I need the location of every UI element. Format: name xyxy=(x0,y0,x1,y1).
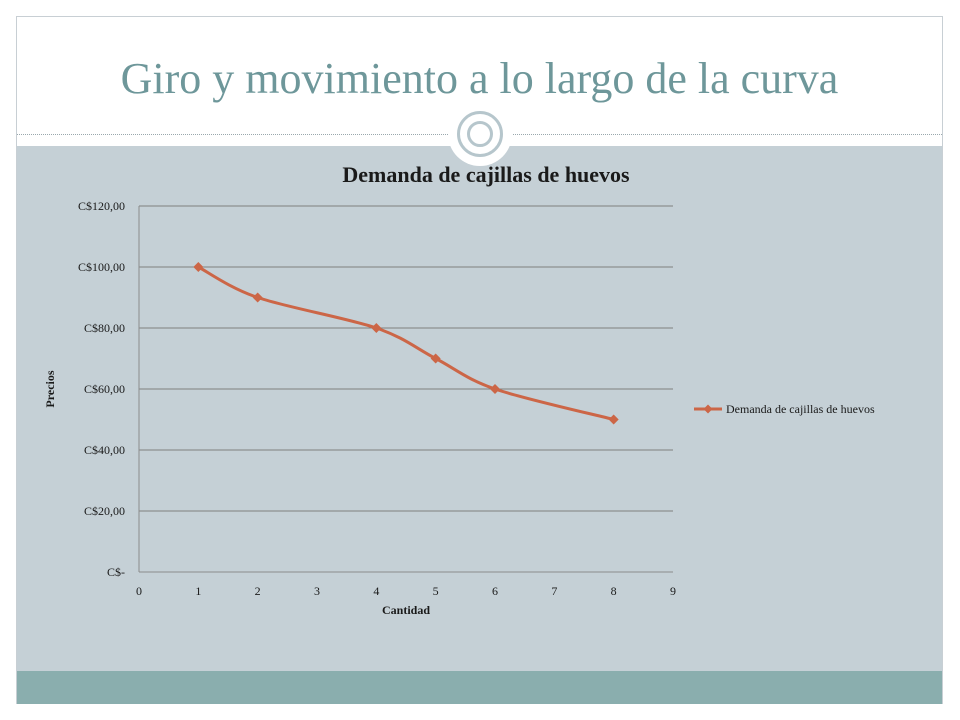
ring-ornament-icon xyxy=(448,102,512,166)
series xyxy=(193,262,619,425)
y-tick-label: C$100,00 xyxy=(78,260,125,274)
data-point-marker xyxy=(193,262,204,272)
data-point-marker xyxy=(371,323,382,333)
x-axis-title: Cantidad xyxy=(382,603,430,617)
footer-band xyxy=(17,671,942,704)
x-tick-label: 5 xyxy=(433,584,439,598)
y-tick-label: C$40,00 xyxy=(84,443,125,457)
data-point-marker xyxy=(430,353,441,364)
y-tick-label: C$60,00 xyxy=(84,382,125,396)
legend-label: Demanda de cajillas de huevos xyxy=(726,402,875,416)
x-tick-label: 4 xyxy=(373,584,379,598)
y-tick-label: C$120,00 xyxy=(78,199,125,213)
x-tick-label: 2 xyxy=(255,584,261,598)
y-tick-label: C$- xyxy=(107,565,125,579)
y-tick-label: C$20,00 xyxy=(84,504,125,518)
series-line xyxy=(197,265,615,421)
x-tick-label: 7 xyxy=(551,584,557,598)
x-tick-label: 3 xyxy=(314,584,320,598)
data-point-marker xyxy=(490,384,500,394)
chart-title: Demanda de cajillas de huevos xyxy=(342,162,630,187)
x-tick-label: 1 xyxy=(195,584,201,598)
x-tick-labels: 0 1 2 3 4 5 6 7 8 9 xyxy=(136,584,676,598)
x-tick-label: 8 xyxy=(611,584,617,598)
legend: Demanda de cajillas de huevos xyxy=(694,402,875,416)
data-point-marker xyxy=(608,414,619,425)
gridlines xyxy=(139,205,673,512)
y-tick-labels: C$- C$20,00 C$40,00 C$60,00 C$80,00 C$100,00 C… xyxy=(78,199,125,579)
x-tick-label: 9 xyxy=(670,584,676,598)
data-point-marker xyxy=(252,292,263,303)
y-tick-label: C$80,00 xyxy=(84,321,125,335)
slide-title: Giro y movimiento a lo largo de la curva xyxy=(120,54,839,103)
y-axis-title: Precios xyxy=(43,370,57,407)
x-tick-label: 6 xyxy=(492,584,498,598)
axes xyxy=(138,206,673,573)
legend-marker xyxy=(703,404,713,414)
content-band xyxy=(17,146,942,671)
x-tick-label: 0 xyxy=(136,584,142,598)
